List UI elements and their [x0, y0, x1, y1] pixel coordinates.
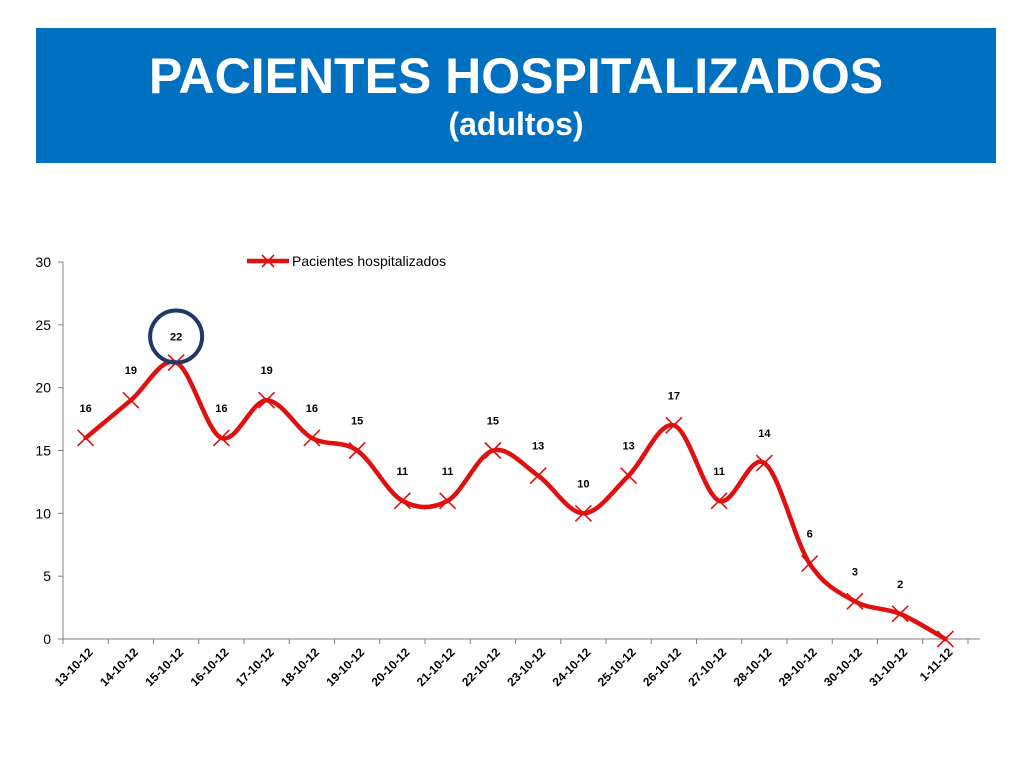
data-point-marker [665, 416, 683, 434]
data-label: 11 [442, 466, 454, 478]
x-tick-label: 1-11-12 [917, 645, 956, 684]
data-point-marker [258, 391, 276, 409]
y-tick-label: 20 [35, 380, 51, 396]
y-tick-label: 15 [35, 443, 51, 459]
data-label: 3 [852, 566, 858, 578]
x-tick-label: 17-10-12 [233, 645, 277, 689]
x-tick-label: 14-10-12 [97, 645, 141, 689]
data-point-marker [122, 391, 140, 409]
data-point-marker [755, 454, 773, 472]
data-label: 16 [80, 403, 92, 415]
x-tick-label: 21-10-12 [414, 645, 458, 689]
series-line-pacientes [83, 359, 948, 642]
x-tick-label: 29-10-12 [776, 645, 820, 689]
data-label: 15 [487, 416, 499, 428]
x-tick-label: 22-10-12 [459, 645, 503, 689]
data-label: 16 [215, 403, 227, 415]
data-point-marker [846, 592, 864, 610]
data-point-marker [393, 492, 411, 510]
data-label: 16 [306, 403, 318, 415]
data-point-marker [529, 467, 547, 485]
data-label: 11 [713, 466, 725, 478]
highlight-circle [148, 308, 205, 365]
data-point-marker [710, 492, 728, 510]
x-tick-label: 23-10-12 [504, 645, 548, 689]
data-point-marker [574, 504, 592, 522]
x-tick-label: 25-10-12 [595, 645, 639, 689]
data-point-marker [212, 429, 230, 447]
data-label: 15 [351, 416, 363, 428]
y-tick-label: 10 [35, 505, 51, 521]
page-subtitle: (adultos) [448, 106, 584, 142]
data-point-marker [484, 441, 502, 460]
data-label: 22 [170, 332, 182, 344]
data-label: 19 [125, 365, 137, 377]
data-label: 13 [532, 441, 544, 453]
page-title: PACIENTES HOSPITALIZADOS [148, 48, 884, 104]
data-point-marker [439, 492, 457, 510]
legend-label: Pacientes hospitalizados [292, 253, 446, 269]
data-point-marker [891, 605, 909, 623]
data-point-marker [348, 441, 366, 460]
x-tick-label: 31-10-12 [866, 645, 910, 689]
data-label: 14 [758, 428, 771, 440]
y-tick-label: 25 [35, 317, 51, 333]
x-tick-label: 26-10-12 [640, 645, 684, 689]
legend-marker [261, 254, 275, 268]
x-tick-label: 30-10-12 [821, 645, 865, 689]
x-tick-label: 20-10-12 [369, 645, 413, 689]
x-tick-label: 28-10-12 [731, 645, 775, 689]
data-label: 19 [261, 365, 273, 377]
data-point-marker [620, 467, 638, 485]
data-point-marker [77, 429, 95, 447]
y-tick-label: 30 [35, 254, 51, 270]
y-tick-label: 5 [43, 568, 51, 584]
x-tick-label: 18-10-12 [278, 645, 322, 689]
x-tick-label: 27-10-12 [685, 645, 729, 689]
data-label: 10 [577, 478, 589, 490]
title-banner: PACIENTES HOSPITALIZADOS (adultos) [36, 28, 996, 163]
data-label: 11 [397, 466, 409, 478]
data-label: 6 [807, 529, 813, 541]
data-label: 2 [897, 579, 903, 591]
data-label: 17 [668, 390, 680, 402]
x-tick-label: 19-10-12 [323, 645, 367, 689]
x-tick-label: 16-10-12 [188, 645, 232, 689]
x-tick-label: 24-10-12 [550, 645, 594, 689]
x-tick-label: 15-10-12 [142, 645, 186, 689]
data-point-marker [303, 429, 321, 447]
y-tick-label: 0 [43, 631, 51, 647]
data-point-marker [801, 555, 819, 573]
data-label: 13 [623, 441, 635, 453]
data-point-marker [936, 630, 954, 648]
x-tick-label: 13-10-12 [52, 645, 96, 689]
